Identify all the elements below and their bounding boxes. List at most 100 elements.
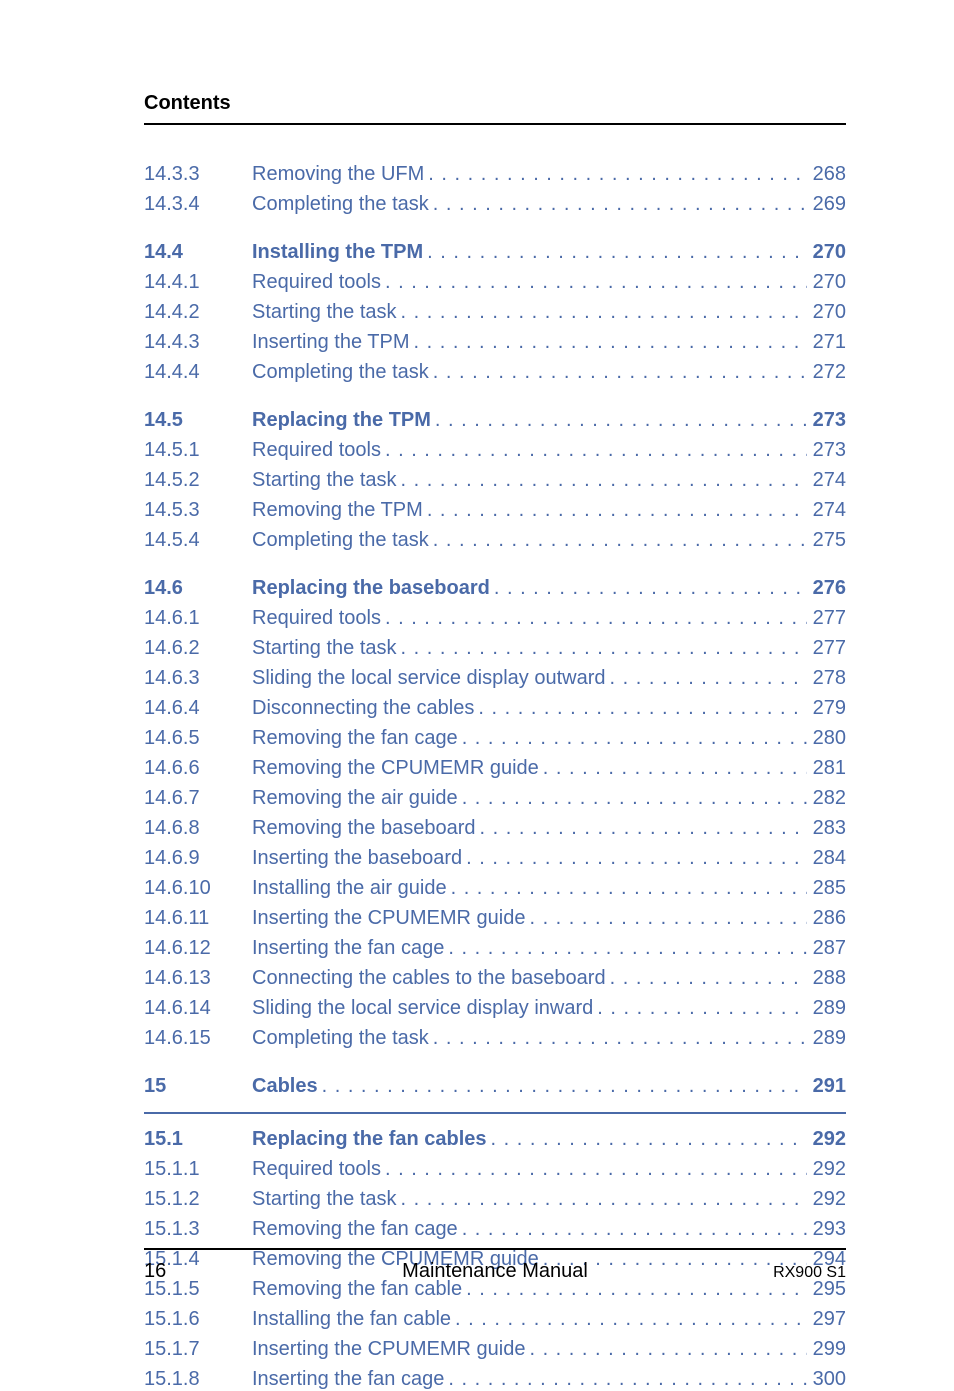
toc-row[interactable]: 14.6.8Removing the baseboard283 — [144, 817, 846, 840]
toc-row[interactable]: 14.6.13Connecting the cables to the base… — [144, 967, 846, 990]
toc-page-number: 279 — [807, 697, 846, 720]
toc-row[interactable]: 14.6.7Removing the air guide282 — [144, 787, 846, 810]
toc-row[interactable]: 14.6.10Installing the air guide285 — [144, 877, 846, 900]
toc-row[interactable]: 14.4.2Starting the task270 — [144, 301, 846, 324]
toc-leader-dots — [423, 241, 807, 264]
toc-page-number: 269 — [807, 193, 846, 216]
toc-section-title: Inserting the CPUMEMR guide — [252, 1338, 525, 1361]
toc-page-number: 277 — [807, 607, 846, 630]
toc-row[interactable]: 14.6.4Disconnecting the cables 279 — [144, 697, 846, 720]
toc-row[interactable]: 14.4.4Completing the task272 — [144, 361, 846, 384]
toc-section-title: Required tools — [252, 439, 381, 462]
toc-row[interactable]: 14.4Installing the TPM270 — [144, 241, 846, 264]
toc-section-number: 15.1.6 — [144, 1308, 252, 1331]
toc-row[interactable]: 14.6.9Inserting the baseboard284 — [144, 847, 846, 870]
toc-leader-dots — [429, 361, 807, 384]
toc-section-number: 14.3.4 — [144, 193, 252, 216]
toc-row[interactable]: 15.1.3Removing the fan cage293 — [144, 1218, 846, 1241]
toc-page-number: 270 — [807, 271, 846, 294]
toc-section-number: 14.6.7 — [144, 787, 252, 810]
toc-section-title: Starting the task — [252, 1188, 397, 1211]
toc-section-number: 14.4.3 — [144, 331, 252, 354]
toc-leader-dots — [444, 1368, 806, 1391]
toc-section-title: Disconnecting the cables — [252, 697, 474, 720]
toc-row[interactable]: 14.6.15Completing the task289 — [144, 1027, 846, 1050]
toc-row[interactable]: 14.6.5Removing the fan cage280 — [144, 727, 846, 750]
toc-row[interactable]: 14.6.6Removing the CPUMEMR guide281 — [144, 757, 846, 780]
toc-section-title: Inserting the fan cage — [252, 1368, 444, 1391]
toc-section-number: 15.1.3 — [144, 1218, 252, 1241]
toc-row[interactable]: 14.6.1Required tools277 — [144, 607, 846, 630]
toc-section-title: Completing the task — [252, 193, 429, 216]
toc-section-title: Required tools — [252, 271, 381, 294]
toc-section-number: 14.6.4 — [144, 697, 252, 720]
toc-section-number: 14.4.2 — [144, 301, 252, 324]
header-rule — [144, 123, 846, 125]
toc-page-number: 291 — [807, 1075, 846, 1098]
toc-row[interactable]: 14.3.3Removing the UFM268 — [144, 163, 846, 186]
toc-page-number: 292 — [807, 1128, 846, 1151]
toc-section-number: 14.6.9 — [144, 847, 252, 870]
toc-leader-dots — [458, 727, 807, 750]
toc-leader-dots — [397, 469, 807, 492]
toc-row[interactable]: 15.1Replacing the fan cables292 — [144, 1128, 846, 1151]
toc-row[interactable]: 14.5.2Starting the task274 — [144, 469, 846, 492]
toc-leader-dots — [397, 637, 807, 660]
toc-row[interactable]: 14.5.3Removing the TPM274 — [144, 499, 846, 522]
toc-leader-dots — [381, 439, 807, 462]
toc-page-number: 277 — [807, 637, 846, 660]
toc-section-number: 14.3.3 — [144, 163, 252, 186]
toc-row[interactable]: 15.1.2Starting the task292 — [144, 1188, 846, 1211]
toc-section-number: 15.1.1 — [144, 1158, 252, 1181]
toc-page-number: 288 — [807, 967, 846, 990]
footer-line: 16 Maintenance Manual RX900 S1 — [144, 1260, 846, 1283]
toc-row[interactable]: 15.1.8Inserting the fan cage300 — [144, 1368, 846, 1391]
toc-section-number: 14.6.5 — [144, 727, 252, 750]
toc-row[interactable]: 14.6.12Inserting the fan cage287 — [144, 937, 846, 960]
toc-row[interactable]: 14.5.1Required tools273 — [144, 439, 846, 462]
toc-row[interactable]: 14.5.4Completing the task275 — [144, 529, 846, 552]
toc-section-number: 14.6.10 — [144, 877, 252, 900]
toc-section-number: 14.6.13 — [144, 967, 252, 990]
toc-section-title: Installing the fan cable — [252, 1308, 451, 1331]
toc-section-title: Required tools — [252, 607, 381, 630]
toc-leader-dots — [429, 529, 807, 552]
toc-page-number: 281 — [807, 757, 846, 780]
toc-row[interactable]: 14.4.3Inserting the TPM271 — [144, 331, 846, 354]
toc-section-number: 14.6.11 — [144, 907, 252, 930]
toc-section-title: Removing the TPM — [252, 499, 423, 522]
toc-page-number: 274 — [807, 469, 846, 492]
toc-section-title: Inserting the CPUMEMR guide — [252, 907, 525, 930]
toc-row[interactable]: 14.3.4Completing the task 269 — [144, 193, 846, 216]
section-gap — [144, 1057, 846, 1075]
toc-row[interactable]: 14.6.3Sliding the local service display … — [144, 667, 846, 690]
footer-rule — [144, 1248, 846, 1250]
toc-row[interactable]: 14.6.14Sliding the local service display… — [144, 997, 846, 1020]
toc-row[interactable]: 14.6.11Inserting the CPUMEMR guide 286 — [144, 907, 846, 930]
toc-section-title: Connecting the cables to the baseboard — [252, 967, 606, 990]
toc-section-number: 14.6 — [144, 577, 252, 600]
toc-row[interactable]: 15.1.1Required tools292 — [144, 1158, 846, 1181]
toc-page-number: 283 — [807, 817, 846, 840]
toc-page-number: 286 — [807, 907, 846, 930]
toc-row[interactable]: 14.6.2Starting the task277 — [144, 637, 846, 660]
toc-row[interactable]: 15.1.6Installing the fan cable297 — [144, 1308, 846, 1331]
toc-leader-dots — [462, 847, 806, 870]
toc-row[interactable]: 15.1.7Inserting the CPUMEMR guide299 — [144, 1338, 846, 1361]
section-gap — [144, 391, 846, 409]
toc-row[interactable]: 15Cables291 — [144, 1075, 846, 1098]
toc-section-title: Replacing the TPM — [252, 409, 431, 432]
toc-section-number: 14.6.14 — [144, 997, 252, 1020]
toc-leader-dots — [490, 577, 807, 600]
toc-row[interactable]: 14.4.1Required tools 270 — [144, 271, 846, 294]
toc-page-number: 282 — [807, 787, 846, 810]
toc-section-number: 14.5.2 — [144, 469, 252, 492]
toc-section-number: 14.5.3 — [144, 499, 252, 522]
toc-section-title: Removing the UFM — [252, 163, 424, 186]
toc-page-number: 300 — [807, 1368, 846, 1391]
toc-row[interactable]: 14.6Replacing the baseboard276 — [144, 577, 846, 600]
toc-section-number: 15 — [144, 1075, 252, 1098]
toc-section-number: 14.4.1 — [144, 271, 252, 294]
toc-row[interactable]: 14.5Replacing the TPM273 — [144, 409, 846, 432]
toc-section-title: Inserting the fan cage — [252, 937, 444, 960]
